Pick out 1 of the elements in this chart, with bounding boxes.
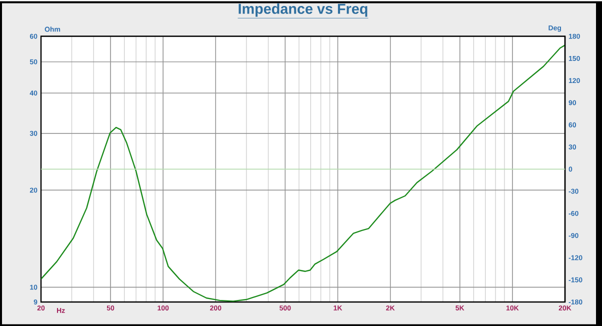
chart-title: Impedance vs Freq [238,3,368,17]
